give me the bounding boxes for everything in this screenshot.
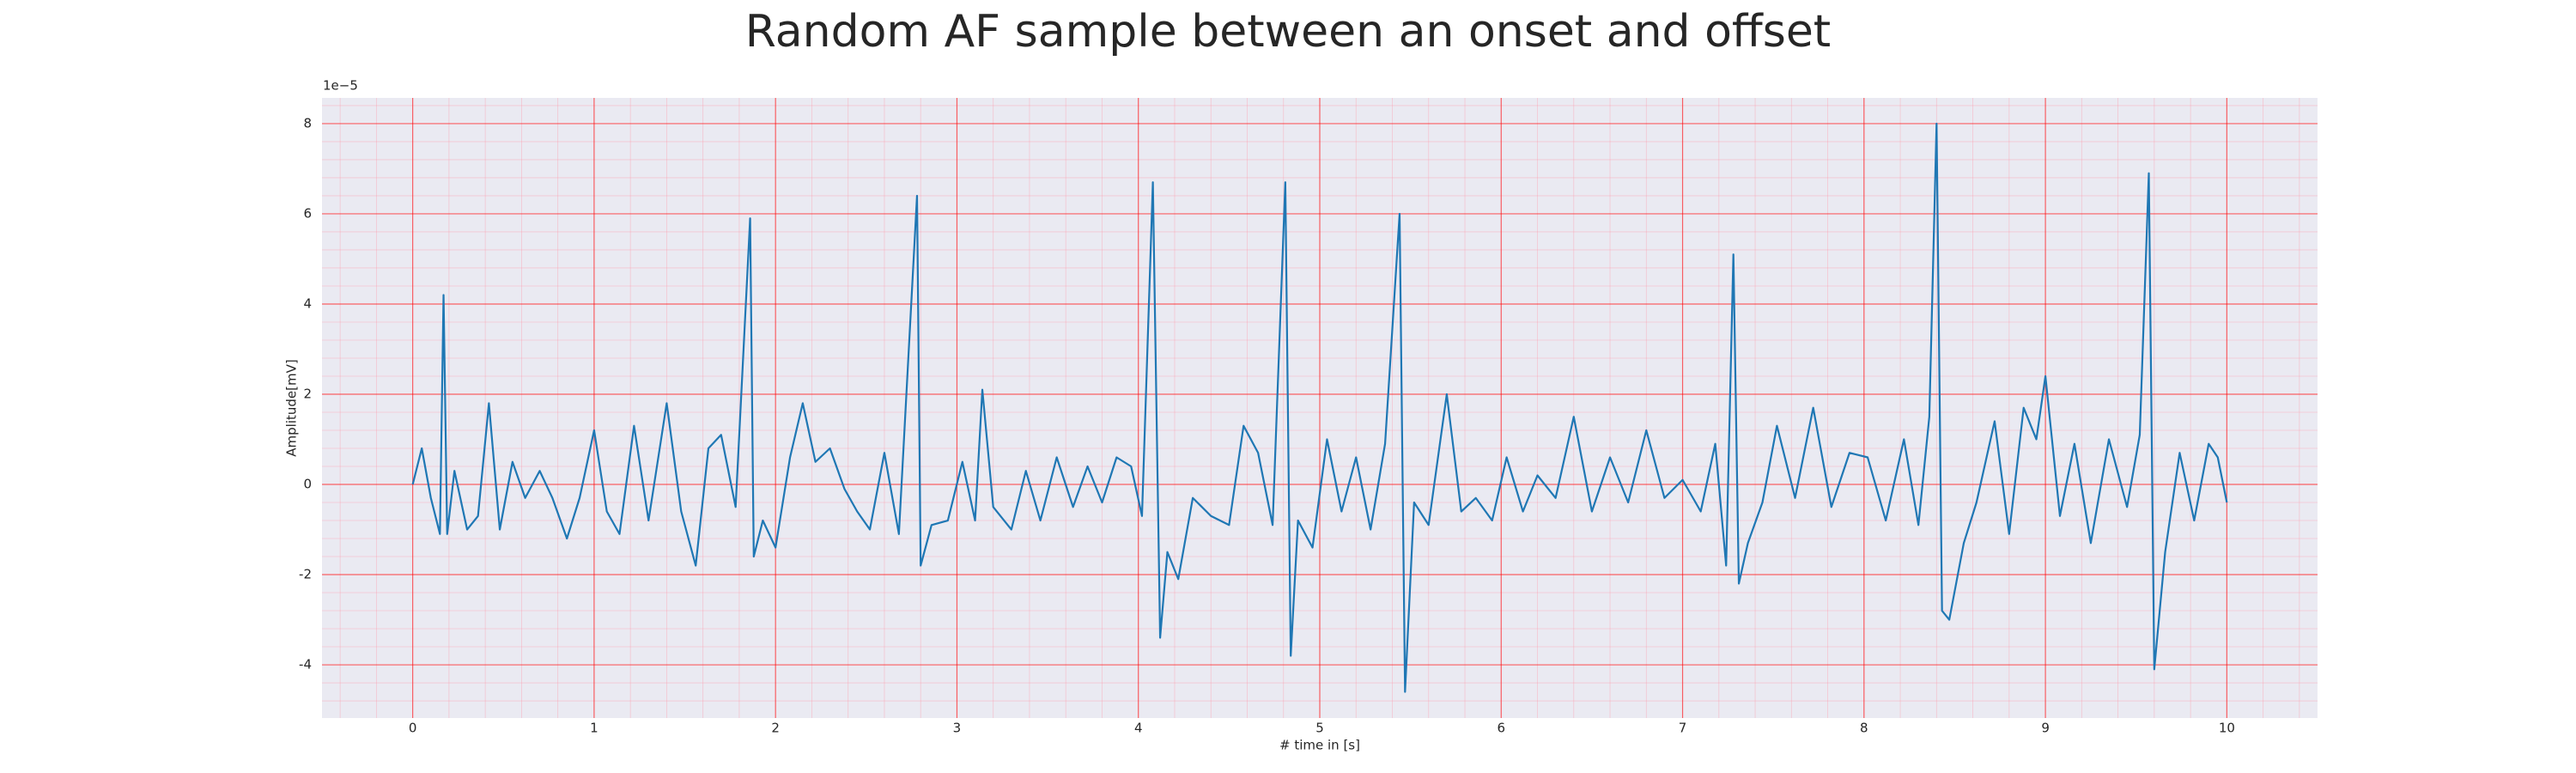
x-tick-label: 1 [590, 721, 598, 736]
x-tick-label: 8 [1860, 721, 1868, 736]
x-tick-label: 4 [1134, 721, 1143, 736]
y-axis-label: Amplitude[mV] [284, 359, 300, 456]
y-tick-label: -2 [299, 567, 312, 582]
x-axis-label: # time in [s] [1279, 738, 1360, 753]
signal-line [411, 122, 2228, 693]
y-tick-label: -4 [299, 657, 312, 673]
y-tick-label: 8 [303, 115, 312, 131]
y-tick-label: 4 [303, 295, 312, 311]
y-tick-label: 0 [303, 477, 312, 492]
chart-title: Random AF sample between an onset and of… [745, 6, 1831, 58]
x-tick-label: 2 [771, 721, 780, 736]
x-tick-label: 7 [1679, 721, 1687, 736]
y-tick-label: 2 [303, 386, 312, 401]
y-tick-label: 6 [303, 205, 312, 221]
x-tick-label: 0 [409, 721, 417, 736]
x-tick-label: 6 [1497, 721, 1505, 736]
x-tick-label: 3 [953, 721, 962, 736]
x-tick-label: 5 [1315, 721, 1324, 736]
y-offset-label: 1e−5 [323, 78, 358, 94]
x-tick-label: 10 [2219, 721, 2235, 736]
x-tick-label: 9 [2041, 721, 2050, 736]
